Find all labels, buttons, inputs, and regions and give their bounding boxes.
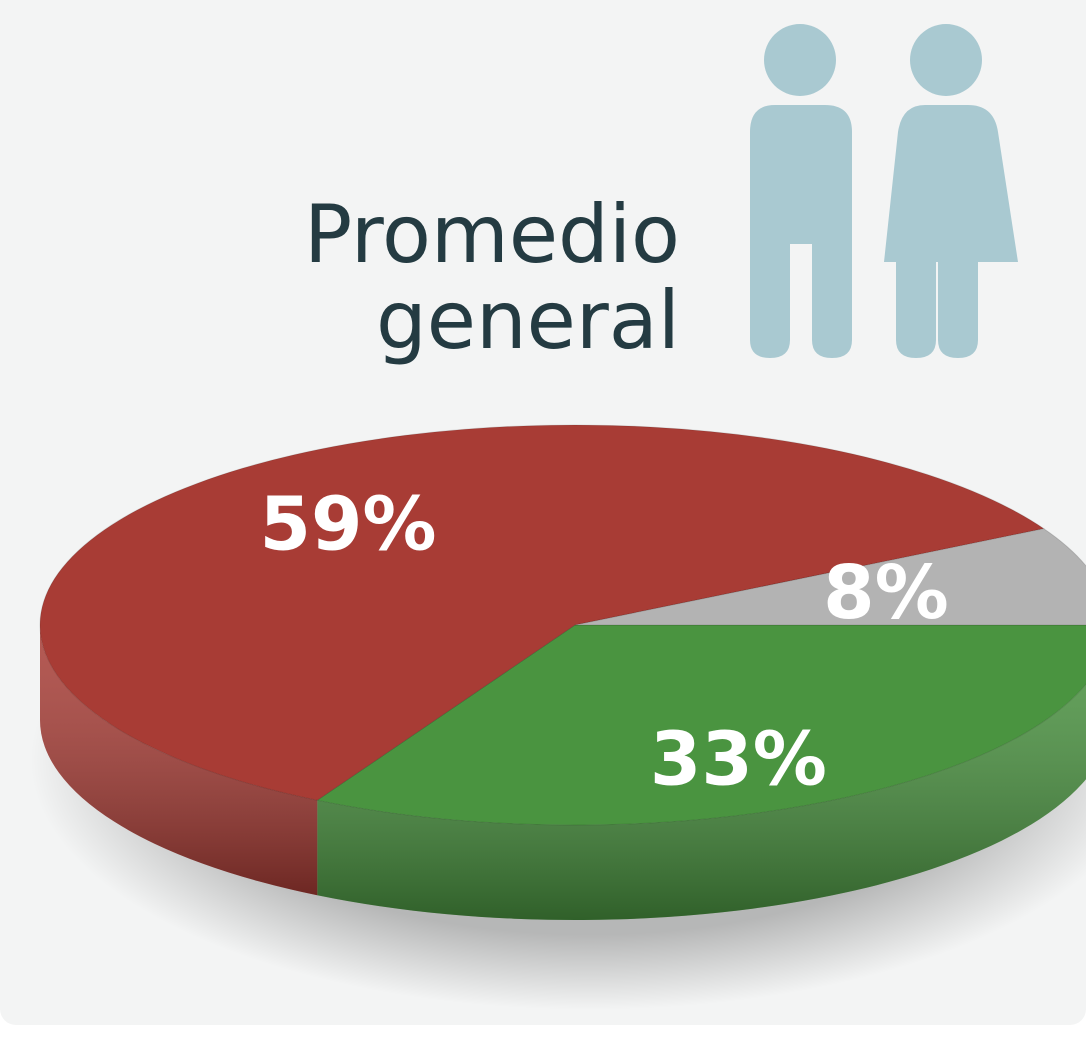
slice-side-shade	[40, 625, 318, 896]
slice	[39, 424, 1046, 801]
slice-side-shade	[317, 684, 1086, 920]
slice	[316, 624, 1086, 826]
data-label: 59%	[259, 481, 436, 567]
data-label: 33%	[650, 717, 827, 803]
slice	[574, 528, 1086, 626]
data-label: 8%	[823, 550, 949, 636]
chart-title: Promedio general	[303, 188, 680, 367]
